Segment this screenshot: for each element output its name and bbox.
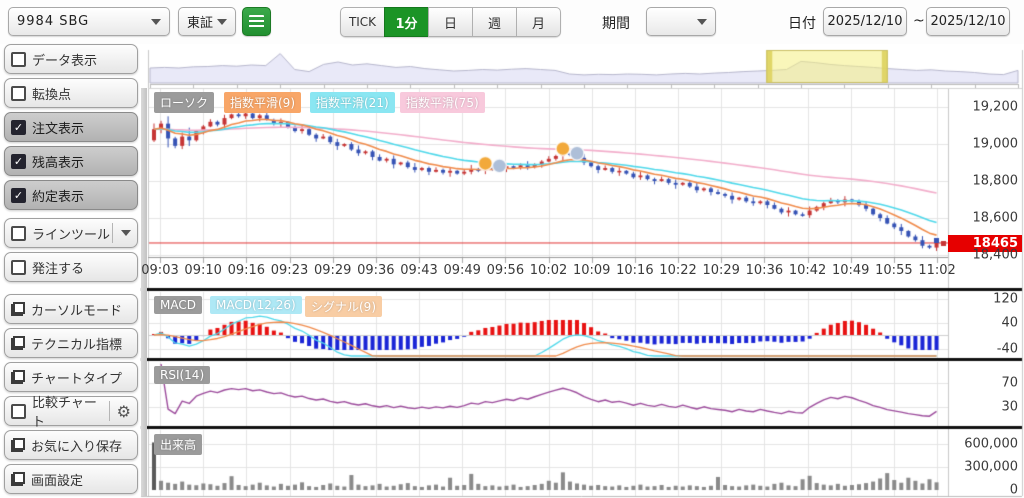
checkbox-checked-icon[interactable]: ✓ bbox=[11, 119, 26, 135]
sidebar-item-label: ラインツール bbox=[32, 227, 111, 243]
sidebar-item-balance-display[interactable]: ✓ 残高表示 bbox=[4, 146, 138, 176]
sidebar-item-execution-display[interactable]: ✓ 約定表示 bbox=[4, 180, 138, 210]
chevron-down-icon bbox=[697, 18, 707, 25]
sidebar-item-label: 画面設定 bbox=[31, 473, 84, 489]
window-icon bbox=[11, 370, 25, 384]
line-tool-dropdown[interactable] bbox=[112, 223, 131, 243]
sidebar-item-label: 注文表示 bbox=[32, 121, 85, 137]
sidebar-item-label: 比較チャート bbox=[32, 396, 97, 430]
tab-1min[interactable]: 1分 bbox=[384, 7, 429, 37]
sidebar-item-compare-chart[interactable]: 比較チャート ⚙ bbox=[4, 396, 138, 430]
sidebar-item-screen-settings[interactable]: 画面設定 bbox=[4, 464, 138, 494]
checkbox-icon[interactable] bbox=[11, 403, 26, 419]
checkbox-icon[interactable] bbox=[11, 51, 26, 67]
sidebar-item-label: テクニカル指標 bbox=[31, 337, 123, 353]
window-icon bbox=[11, 336, 25, 350]
sidebar-item-place-order[interactable]: 発注する bbox=[4, 252, 138, 282]
market-select-value: 東証 bbox=[187, 16, 214, 31]
market-select[interactable]: 東証 bbox=[178, 7, 236, 36]
period-select[interactable] bbox=[646, 7, 716, 36]
window-icon bbox=[11, 438, 25, 452]
date-range-separator: ~ bbox=[913, 13, 925, 29]
interval-tab-group: TICK 1分 日 週 月 bbox=[340, 7, 561, 37]
chevron-down-icon bbox=[151, 18, 161, 25]
gear-icon[interactable]: ⚙ bbox=[108, 401, 131, 421]
sidebar: データ表示 転換点 ✓ 注文表示 ✓ 残高表示 ✓ 約定表示 ラインツール 発注… bbox=[4, 44, 138, 498]
date-to-input[interactable]: 2025/12/10 bbox=[926, 7, 1010, 36]
window-icon bbox=[11, 302, 25, 316]
period-label: 期間 bbox=[602, 16, 630, 32]
list-icon bbox=[249, 15, 264, 28]
sidebar-item-line-tool[interactable]: ラインツール bbox=[4, 218, 138, 248]
sidebar-item-turning-point[interactable]: 転換点 bbox=[4, 78, 138, 108]
toolbar: 9984 SBG 東証 TICK 1分 日 週 月 期間 日付 2025/12/… bbox=[0, 0, 1024, 44]
checkbox-icon[interactable] bbox=[11, 85, 26, 101]
symbol-select-value: 9984 SBG bbox=[17, 14, 90, 29]
window-icon bbox=[11, 472, 25, 486]
sidebar-item-technical-indicator[interactable]: テクニカル指標 bbox=[4, 328, 138, 358]
sidebar-item-label: 残高表示 bbox=[32, 155, 85, 171]
checkbox-icon[interactable] bbox=[11, 225, 26, 241]
sidebar-item-chart-type[interactable]: チャートタイプ bbox=[4, 362, 138, 392]
sidebar-item-cursor-mode[interactable]: カーソルモード bbox=[4, 294, 138, 324]
chevron-down-icon bbox=[217, 18, 227, 25]
sidebar-item-label: 発注する bbox=[32, 261, 85, 277]
tab-day[interactable]: 日 bbox=[428, 7, 473, 37]
sidebar-item-label: お気に入り保存 bbox=[31, 439, 123, 455]
watchlist-button[interactable] bbox=[242, 7, 271, 36]
checkbox-checked-icon[interactable]: ✓ bbox=[11, 187, 26, 203]
date-label: 日付 bbox=[788, 16, 816, 32]
tab-tick[interactable]: TICK bbox=[340, 7, 385, 37]
symbol-select[interactable]: 9984 SBG bbox=[8, 7, 170, 36]
tab-month[interactable]: 月 bbox=[516, 7, 561, 37]
sidebar-item-label: 約定表示 bbox=[32, 189, 85, 205]
sidebar-item-label: 転換点 bbox=[32, 87, 72, 103]
tab-week[interactable]: 週 bbox=[472, 7, 517, 37]
sidebar-item-order-display[interactable]: ✓ 注文表示 bbox=[4, 112, 138, 142]
sidebar-item-label: カーソルモード bbox=[31, 303, 123, 319]
date-from-input[interactable]: 2025/12/10 bbox=[823, 7, 907, 36]
sidebar-item-data-display[interactable]: データ表示 bbox=[4, 44, 138, 74]
sidebar-item-save-favorite[interactable]: お気に入り保存 bbox=[4, 430, 138, 460]
chevron-down-icon bbox=[121, 230, 131, 236]
chart-left-grip[interactable] bbox=[141, 88, 147, 496]
checkbox-checked-icon[interactable]: ✓ bbox=[11, 153, 26, 169]
checkbox-icon[interactable] bbox=[11, 259, 26, 275]
sidebar-item-label: データ表示 bbox=[32, 53, 98, 69]
sidebar-item-label: チャートタイプ bbox=[31, 371, 122, 387]
